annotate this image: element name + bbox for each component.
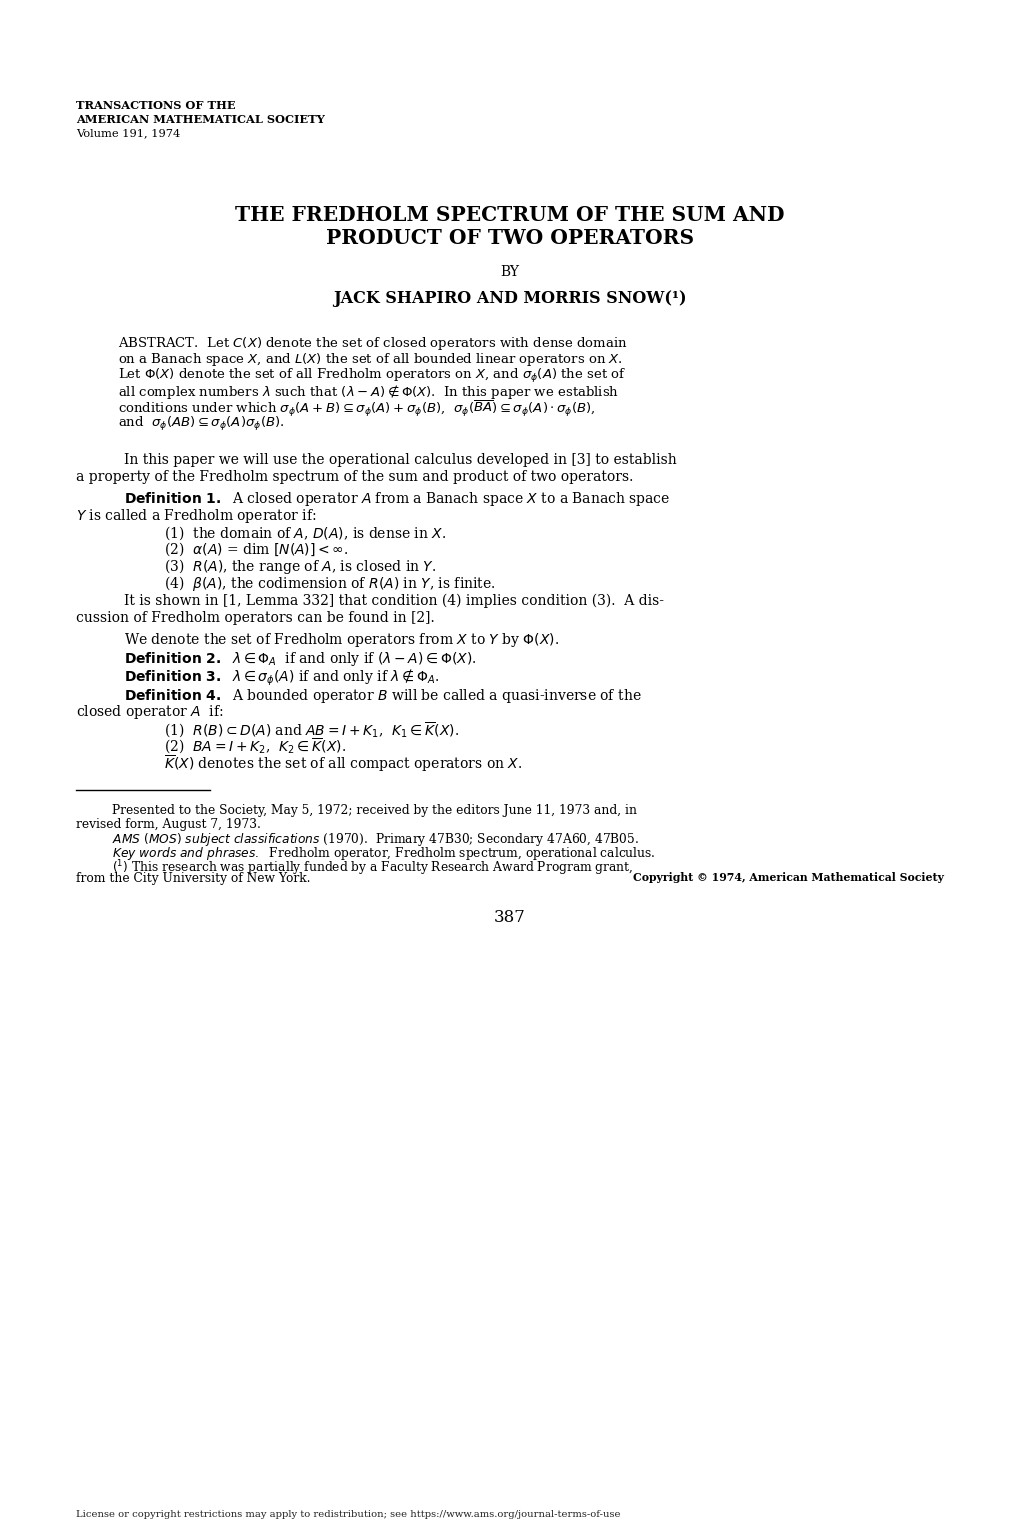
Text: revised form, August 7, 1973.: revised form, August 7, 1973. xyxy=(76,817,261,831)
Text: THE FREDHOLM SPECTRUM OF THE SUM AND: THE FREDHOLM SPECTRUM OF THE SUM AND xyxy=(235,205,784,225)
Text: BY: BY xyxy=(500,265,519,278)
Text: AMERICAN MATHEMATICAL SOCIETY: AMERICAN MATHEMATICAL SOCIETY xyxy=(76,115,325,125)
Text: on a Banach space $\mathit{X}$, and $\mathit{L}(X)$ the set of all bounded linea: on a Banach space $\mathit{X}$, and $\ma… xyxy=(118,350,623,369)
Text: PRODUCT OF TWO OPERATORS: PRODUCT OF TWO OPERATORS xyxy=(326,228,693,248)
Text: It is shown in [1, Lemma 332] that condition (4) implies condition (3).  A dis-: It is shown in [1, Lemma 332] that condi… xyxy=(124,594,663,609)
Text: $\mathbf{Definition\ 2.}$  $\lambda \in \Phi_{A}$  if and only if $(\lambda - A): $\mathbf{Definition\ 2.}$ $\lambda \in \… xyxy=(124,650,476,667)
Text: Copyright © 1974, American Mathematical Society: Copyright © 1974, American Mathematical … xyxy=(633,872,943,883)
Text: cussion of Fredholm operators can be found in [2].: cussion of Fredholm operators can be fou… xyxy=(76,610,434,624)
Text: conditions under which $\sigma_{\phi}(A + B) \subseteq \sigma_{\phi}(A) + \sigma: conditions under which $\sigma_{\phi}(A … xyxy=(118,399,595,419)
Text: (2)  $BA = I + K_{2}$,  $K_{2} \in \overline{K}(X)$.: (2) $BA = I + K_{2}$, $K_{2} \in \overli… xyxy=(164,737,345,756)
Text: Let $\Phi(X)$ denote the set of all Fredholm operators on $\mathit{X}$, and $\si: Let $\Phi(X)$ denote the set of all Fred… xyxy=(118,367,626,386)
Text: $\mathit{AMS\ (MOS)\ subject\ classifications}$ (1970).  Primary 47B30; Secondar: $\mathit{AMS\ (MOS)\ subject\ classifica… xyxy=(112,831,639,848)
Text: and  $\sigma_{\phi}(AB) \subseteq \sigma_{\phi}(A)\sigma_{\phi}(B)$.: and $\sigma_{\phi}(AB) \subseteq \sigma_… xyxy=(118,415,284,433)
Text: Presented to the Society, May 5, 1972; received by the editors June 11, 1973 and: Presented to the Society, May 5, 1972; r… xyxy=(112,803,637,817)
Text: 387: 387 xyxy=(493,909,526,926)
Text: closed operator $A$  if:: closed operator $A$ if: xyxy=(76,702,223,721)
Text: from the City University of New York.: from the City University of New York. xyxy=(76,872,310,884)
Text: (3)  $R(A)$, the range of $A$, is closed in $Y$.: (3) $R(A)$, the range of $A$, is closed … xyxy=(164,557,436,575)
Text: $\mathit{Key\ words\ and\ phrases.}$  Fredholm operator, Fredholm spectrum, oper: $\mathit{Key\ words\ and\ phrases.}$ Fre… xyxy=(112,845,655,861)
Text: a property of the Fredholm spectrum of the sum and product of two operators.: a property of the Fredholm spectrum of t… xyxy=(76,470,633,483)
Text: (2)  $\alpha(A)$ = dim $[N(A)] < \infty$.: (2) $\alpha(A)$ = dim $[N(A)] < \infty$. xyxy=(164,540,348,558)
Text: (1)  $R(B) \subset D(A)$ and $AB = I + K_{1}$,  $K_{1} \in \overline{K}(X)$.: (1) $R(B) \subset D(A)$ and $AB = I + K_… xyxy=(164,721,459,739)
Text: (1)  the domain of $A$, $D(A)$, is dense in $X$.: (1) the domain of $A$, $D(A)$, is dense … xyxy=(164,523,445,542)
Text: TRANSACTIONS OF THE: TRANSACTIONS OF THE xyxy=(76,99,235,112)
Text: We denote the set of Fredholm operators from $X$ to $Y$ by $\Phi(X)$.: We denote the set of Fredholm operators … xyxy=(124,630,558,649)
Text: all complex numbers $\lambda$ such that $(\lambda - A) \notin \Phi(X)$.  In this: all complex numbers $\lambda$ such that … xyxy=(118,382,619,401)
Text: In this paper we will use the operational calculus developed in [3] to establish: In this paper we will use the operationa… xyxy=(124,453,676,467)
Text: $\mathsf{(^1)}$ This research was partially funded by a Faculty Research Award P: $\mathsf{(^1)}$ This research was partia… xyxy=(112,858,633,878)
Text: Volume 191, 1974: Volume 191, 1974 xyxy=(76,129,180,138)
Text: License or copyright restrictions may apply to redistribution; see https://www.a: License or copyright restrictions may ap… xyxy=(76,1510,620,1519)
Text: $Y$ is called a Fredholm operator if:: $Y$ is called a Fredholm operator if: xyxy=(76,506,317,525)
Text: ABSTRACT.  Let $\mathit{C}(X)$ denote the set of closed operators with dense dom: ABSTRACT. Let $\mathit{C}(X)$ denote the… xyxy=(118,335,627,352)
Text: $\mathbf{Definition\ 3.}$  $\lambda \in \sigma_{\phi}(A)$ if and only if $\lambd: $\mathbf{Definition\ 3.}$ $\lambda \in \… xyxy=(124,669,439,688)
Text: $\overline{K}(X)$ denotes the set of all compact operators on $X$.: $\overline{K}(X)$ denotes the set of all… xyxy=(164,753,522,774)
Text: JACK SHAPIRO AND MORRIS SNOW(¹): JACK SHAPIRO AND MORRIS SNOW(¹) xyxy=(333,291,686,308)
Text: $\mathbf{Definition\ 4.}$  A bounded operator $B$ will be called a quasi-inverse: $\mathbf{Definition\ 4.}$ A bounded oper… xyxy=(124,687,641,704)
Text: (4)  $\beta(A)$, the codimension of $R(A)$ in $Y$, is finite.: (4) $\beta(A)$, the codimension of $R(A)… xyxy=(164,574,495,592)
Text: $\mathbf{Definition\ 1.}$  A closed operator $A$ from a Banach space $X$ to a Ba: $\mathbf{Definition\ 1.}$ A closed opera… xyxy=(124,490,669,508)
